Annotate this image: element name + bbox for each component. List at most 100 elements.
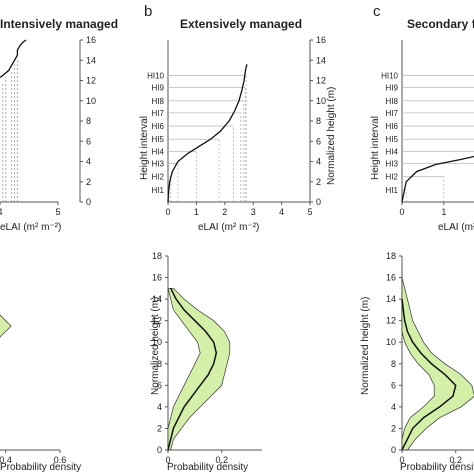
chart-layer: 450246810121416HI1HI2HI3HI4HI5HI6HI7HI8H… [0, 35, 474, 465]
b-top-hi-label-2: HI2 [152, 173, 165, 182]
b-top-ytick-label-12: 12 [316, 76, 326, 86]
c-density-ytick-label-18: 18 [386, 251, 396, 261]
b-density-xtick-label-0.2: 0.2 [215, 455, 228, 465]
panel-b-xlabel: eLAI (m² m⁻²) [198, 222, 259, 233]
a-top-xtick-label-5: 5 [55, 207, 60, 217]
a-top-ytick-label-8: 8 [86, 116, 91, 126]
c-density-ytick-label-2: 2 [391, 423, 396, 433]
b-density-ytick-label-18: 18 [152, 251, 162, 261]
c-top-hi-label-5: HI5 [386, 135, 399, 144]
b-density-ytick-label-6: 6 [157, 380, 162, 390]
b-top-hi-label-6: HI6 [152, 122, 165, 131]
a-top-ytick-label-2: 2 [86, 177, 91, 187]
b-density-ytick-label-16: 16 [152, 273, 162, 283]
b-top-hi-label-1: HI1 [152, 186, 165, 195]
a-density-xtick-label-0.6: 0.6 [54, 455, 67, 465]
a-top-profile-line [0, 39, 27, 79]
panel-c-xlabel: eLAI (m² m⁻²) [438, 222, 474, 233]
c-density-mean-line [401, 299, 457, 451]
c-density-ytick-label-14: 14 [386, 294, 396, 304]
a-top-ytick-label-10: 10 [86, 96, 96, 106]
b-top-ytick-label-16: 16 [316, 35, 326, 45]
b-density-mean-line [167, 287, 218, 451]
c-density-confidence-band [401, 277, 474, 451]
c-density-xtick-label-0.2: 0.2 [449, 455, 462, 465]
b-density-ytick-label-12: 12 [152, 316, 162, 326]
a-density-confidence-band [0, 314, 12, 339]
c-top-hi-label-9: HI9 [386, 84, 399, 93]
c-top-hi-label-6: HI6 [386, 122, 399, 131]
b-density-ytick-label-8: 8 [157, 359, 162, 369]
b-top-xtick-label-2: 2 [222, 207, 227, 217]
c-density-ytick-label-10: 10 [386, 337, 396, 347]
a-density-xtick-label-0.4: 0.4 [0, 455, 12, 465]
panel-b-density-xlabel: Probability density [167, 462, 248, 473]
b-top-xtick-label-0: 0 [165, 207, 170, 217]
b-top-profile-line [167, 64, 248, 203]
b-density-xtick-label-0: 0 [165, 455, 170, 465]
a-top-ytick-label-6: 6 [86, 136, 91, 146]
c-top-hi-label-8: HI8 [386, 97, 399, 106]
c-density-ytick-label-12: 12 [386, 316, 396, 326]
panel-c-letter: c [373, 3, 381, 20]
b-top-xtick-label-1: 1 [194, 207, 199, 217]
c-top-hi-label-2: HI2 [386, 173, 399, 182]
panel-a-title: Intensively managed [0, 17, 118, 31]
c-top-xtick-label-0: 0 [399, 207, 404, 217]
b-top-hi-label-10: HI10 [147, 71, 164, 80]
b-top-hi-label-9: HI9 [152, 84, 165, 93]
b-top-ytick-label-0: 0 [316, 197, 321, 207]
b-top-xtick-label-5: 5 [307, 207, 312, 217]
b-top-ytick-label-2: 2 [316, 177, 321, 187]
panel-c-left-ylabel: Height interval [370, 116, 381, 180]
b-density-ytick-label-14: 14 [152, 294, 162, 304]
c-density-ytick-label-6: 6 [391, 380, 396, 390]
a-top-ytick-label-4: 4 [86, 157, 91, 167]
c-density-ytick-label-4: 4 [391, 402, 396, 412]
b-density-ytick-label-10: 10 [152, 337, 162, 347]
b-density-confidence-band [167, 287, 231, 451]
a-top-ytick-label-14: 14 [86, 55, 96, 65]
b-top-hi-label-3: HI3 [152, 160, 165, 169]
b-top-ytick-label-8: 8 [316, 116, 321, 126]
c-top-profile-line [401, 155, 474, 203]
b-top-ytick-label-10: 10 [316, 96, 326, 106]
a-top-xtick-label-4: 4 [0, 207, 3, 217]
a-top-ytick-label-12: 12 [86, 76, 96, 86]
c-density-ytick-label-16: 16 [386, 273, 396, 283]
b-top-hi-label-4: HI4 [152, 147, 165, 156]
b-top-hi-label-5: HI5 [152, 135, 165, 144]
b-top-hi-label-8: HI8 [152, 97, 165, 106]
b-top-xtick-label-3: 3 [251, 207, 256, 217]
a-top-ytick-label-16: 16 [86, 35, 96, 45]
panel-c-density-ylabel: Normalized height (m) [360, 297, 371, 395]
panel-b-right-ylabel: Normalized height (m) [326, 87, 337, 185]
b-density-ytick-label-0: 0 [157, 445, 162, 455]
c-top-hi-label-3: HI3 [386, 160, 399, 169]
a-top-ytick-label-0: 0 [86, 197, 91, 207]
c-top-hi-label-1: HI1 [386, 186, 399, 195]
panel-a-density-xlabel: Probability density [0, 462, 81, 473]
c-density-ytick-label-8: 8 [391, 359, 396, 369]
b-top-ytick-label-4: 4 [316, 157, 321, 167]
panel-c-density-xlabel: Probability density [400, 462, 474, 473]
c-density-ytick-label-0: 0 [391, 445, 396, 455]
b-top-ytick-label-14: 14 [316, 55, 326, 65]
panel-b-left-ylabel: Height interval [139, 116, 150, 180]
panel-a-xlabel: eLAI (m² m⁻²) [0, 222, 61, 233]
panel-b-density-ylabel: Normalized height (m) [150, 297, 161, 395]
c-top-xtick-label-1: 1 [441, 207, 446, 217]
panel-c-title: Secondary forest [407, 17, 474, 31]
b-top-ytick-label-6: 6 [316, 136, 321, 146]
c-density-xtick-label-0: 0 [399, 455, 404, 465]
panel-b-title: Extensively managed [180, 17, 302, 31]
c-top-hi-label-7: HI7 [386, 109, 399, 118]
b-top-xtick-label-4: 4 [279, 207, 284, 217]
panel-b-letter: b [144, 3, 152, 20]
c-top-hi-label-10: HI10 [381, 71, 398, 80]
b-density-ytick-label-4: 4 [157, 402, 162, 412]
c-top-hi-label-4: HI4 [386, 147, 399, 156]
b-density-ytick-label-2: 2 [157, 423, 162, 433]
b-top-hi-label-7: HI7 [152, 109, 165, 118]
